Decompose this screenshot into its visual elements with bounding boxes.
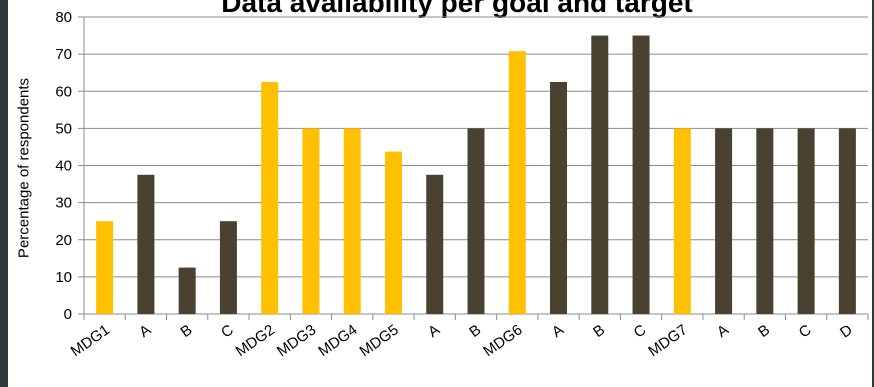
y-tick-label: 30: [55, 195, 72, 212]
x-tick-label: A: [714, 321, 732, 341]
x-tick-label: D: [837, 321, 856, 341]
bar-target: [632, 35, 650, 314]
x-tick-label: C: [631, 321, 650, 341]
x-tick-label: C: [218, 321, 237, 341]
bar-target: [467, 128, 485, 314]
y-tick-label: 50: [55, 120, 72, 137]
bar-target: [838, 128, 856, 314]
bar-target: [756, 128, 774, 314]
x-tick-label: B: [755, 321, 773, 341]
x-tick-label: MDG1: [68, 321, 113, 360]
bar-target: [715, 128, 733, 314]
x-tick-label: B: [466, 321, 484, 341]
x-tick-label: A: [136, 321, 154, 341]
x-tick-label: B: [590, 321, 608, 341]
bar-goal: [384, 151, 402, 314]
y-tick-label: 40: [55, 158, 72, 175]
y-tick-label: 10: [55, 269, 72, 286]
y-tick-label: 20: [55, 232, 72, 249]
bar-target: [178, 267, 196, 314]
x-tick-label: MDG2: [233, 321, 278, 360]
bar-target: [550, 81, 568, 314]
bar-goal: [343, 128, 361, 314]
bar-goal: [508, 51, 526, 314]
x-tick-label: C: [796, 321, 815, 341]
bar-target: [219, 221, 237, 314]
x-tick-label: MDG7: [645, 321, 690, 360]
bar-goal: [261, 81, 279, 314]
bar-target: [426, 174, 444, 314]
x-tick-label: A: [549, 321, 567, 341]
bar-goal: [673, 128, 691, 314]
x-tick-label: B: [177, 321, 195, 341]
chart-title: Data availability per goal and target: [221, 0, 693, 18]
bar-goal: [96, 221, 114, 314]
y-tick-label: 70: [55, 46, 72, 63]
x-tick-label: A: [425, 321, 443, 341]
bar-target: [137, 174, 155, 314]
x-tick-label: MDG6: [480, 321, 525, 360]
x-tick-label: MDG4: [315, 321, 360, 360]
y-tick-label: 80: [55, 9, 72, 26]
y-tick-label: 60: [55, 83, 72, 100]
bar-target: [797, 128, 815, 314]
left-edge-decoration: [0, 0, 8, 387]
y-tick-label: 0: [64, 306, 72, 323]
bar-target: [591, 35, 609, 314]
bar-goal: [302, 128, 320, 314]
x-tick-label: MDG5: [357, 321, 402, 360]
right-edge-decoration: [872, 0, 874, 387]
x-tick-label: MDG3: [274, 321, 319, 360]
